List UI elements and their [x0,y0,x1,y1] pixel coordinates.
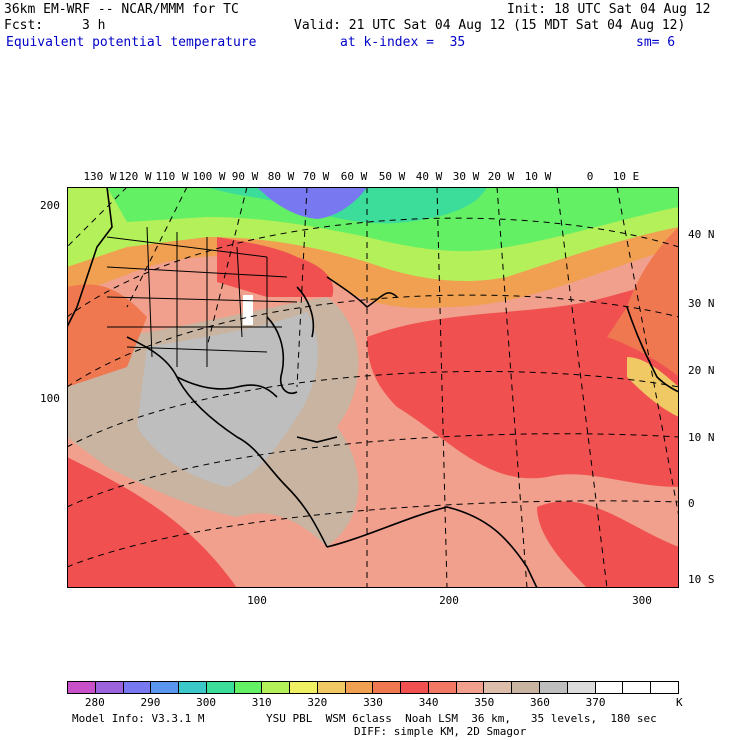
colorbar-tick-label: 360 [529,696,550,709]
latitude-label: 30 N [688,297,715,310]
y-axis-label: 100 [40,392,60,405]
colorbar-cell [456,682,485,693]
latlon-grid [67,187,679,588]
colorbar-cell [373,682,402,693]
field-europe [607,227,679,377]
colorbar-cell [428,682,457,693]
colorbar-tick-label: 310 [251,696,272,709]
longitude-label: 100 W [192,170,226,183]
x-axis-label: 200 [439,594,459,607]
colorbar-cell [95,682,124,693]
colorbar-labels: 280 290 300 310 320 330 340 350 360 370 [67,696,679,710]
colorbar-tick-label: 350 [474,696,495,709]
state-borders [106,226,298,367]
longitude-label: 60 W [340,170,368,183]
forecast-label: Fcst: [4,18,44,33]
longitude-label: 110 W [155,170,189,183]
colorbar-tick-label: 370 [585,696,606,709]
model-title: 36km EM-WRF -- NCAR/MMM for TC [4,2,239,17]
field-name: Equivalent potential temperature [6,35,257,50]
longitude-label: 130 W [83,170,117,183]
colorbar-cell [651,682,678,693]
colorbar-cell [151,682,180,693]
coastlines [67,187,679,588]
colorbar-cell [123,682,152,693]
colorbar-cell [179,682,207,693]
latitude-label: 10 S [688,573,715,586]
colorbar-tick-label: 320 [307,696,328,709]
physics-info: YSU PBL WSM 6class Noah LSM 36 km, 35 le… [266,712,657,725]
x-axis-label: 100 [247,594,267,607]
colorbar-cell [484,682,513,693]
field-white-spot [243,295,253,325]
field-south-red [537,501,679,588]
colorbar-cell [512,682,541,693]
longitude-label: 40 W [415,170,443,183]
field-greatlakes-red [217,237,334,297]
colorbar-cell [317,682,346,693]
longitude-label: 70 W [302,170,330,183]
colorbar-tick-label: 300 [196,696,217,709]
longitude-label: 0 [586,170,594,183]
latitude-label: 40 N [688,228,715,241]
colorbar-cell [345,682,374,693]
y-axis-label: 200 [40,199,60,212]
colorbar-cell [262,682,291,693]
longitude-label: 30 W [452,170,480,183]
diffusion-info: DIFF: simple KM, 2D Smagor [354,725,527,738]
field-north-blue [257,187,367,219]
field-land-grey [137,312,318,487]
forecast-hour: 3 h [82,18,106,33]
level-index: at k-index = 35 [340,35,466,50]
colorbar-unit: K [676,696,683,709]
colorbar-cell [234,682,263,693]
longitude-label: 50 W [378,170,406,183]
longitude-label: 80 W [267,170,295,183]
colorbar-cell [290,682,318,693]
colorbar-cell [68,682,96,693]
colorbar-cell [206,682,235,693]
latitude-label: 10 N [688,431,715,444]
init-time: Init: 18 UTC Sat 04 Aug 12 [507,2,711,17]
model-info: Model Info: V3.3.1 M [72,712,205,725]
colorbar-tick-label: 330 [363,696,383,709]
colorbar-cell [595,682,624,693]
longitude-label: 20 W [487,170,515,183]
colorbar-cell [401,682,429,693]
valid-time: Valid: 21 UTC Sat 04 Aug 12 (15 MDT Sat … [294,18,686,33]
colorbar-tick-label: 340 [418,696,439,709]
x-axis-label: 300 [632,594,652,607]
field-sahara [627,357,679,417]
longitude-label: 120 W [118,170,152,183]
colorbar-cell [623,682,652,693]
colorbar-cell [540,682,568,693]
colorbar-cell [567,682,596,693]
smoothing-label: sm= 6 [636,35,676,50]
latitude-label: 0 [688,497,695,510]
theta-e-map [67,187,679,588]
longitude-label: 10 E [612,170,640,183]
latitude-label: 20 N [688,364,715,377]
colorbar [67,681,679,694]
longitude-label: 10 W [524,170,552,183]
field-west-coast [67,284,147,387]
colorbar-tick-label: 290 [140,696,161,709]
map-frame [67,187,679,588]
longitude-label: 90 W [231,170,259,183]
colorbar-tick-label: 280 [84,696,105,709]
